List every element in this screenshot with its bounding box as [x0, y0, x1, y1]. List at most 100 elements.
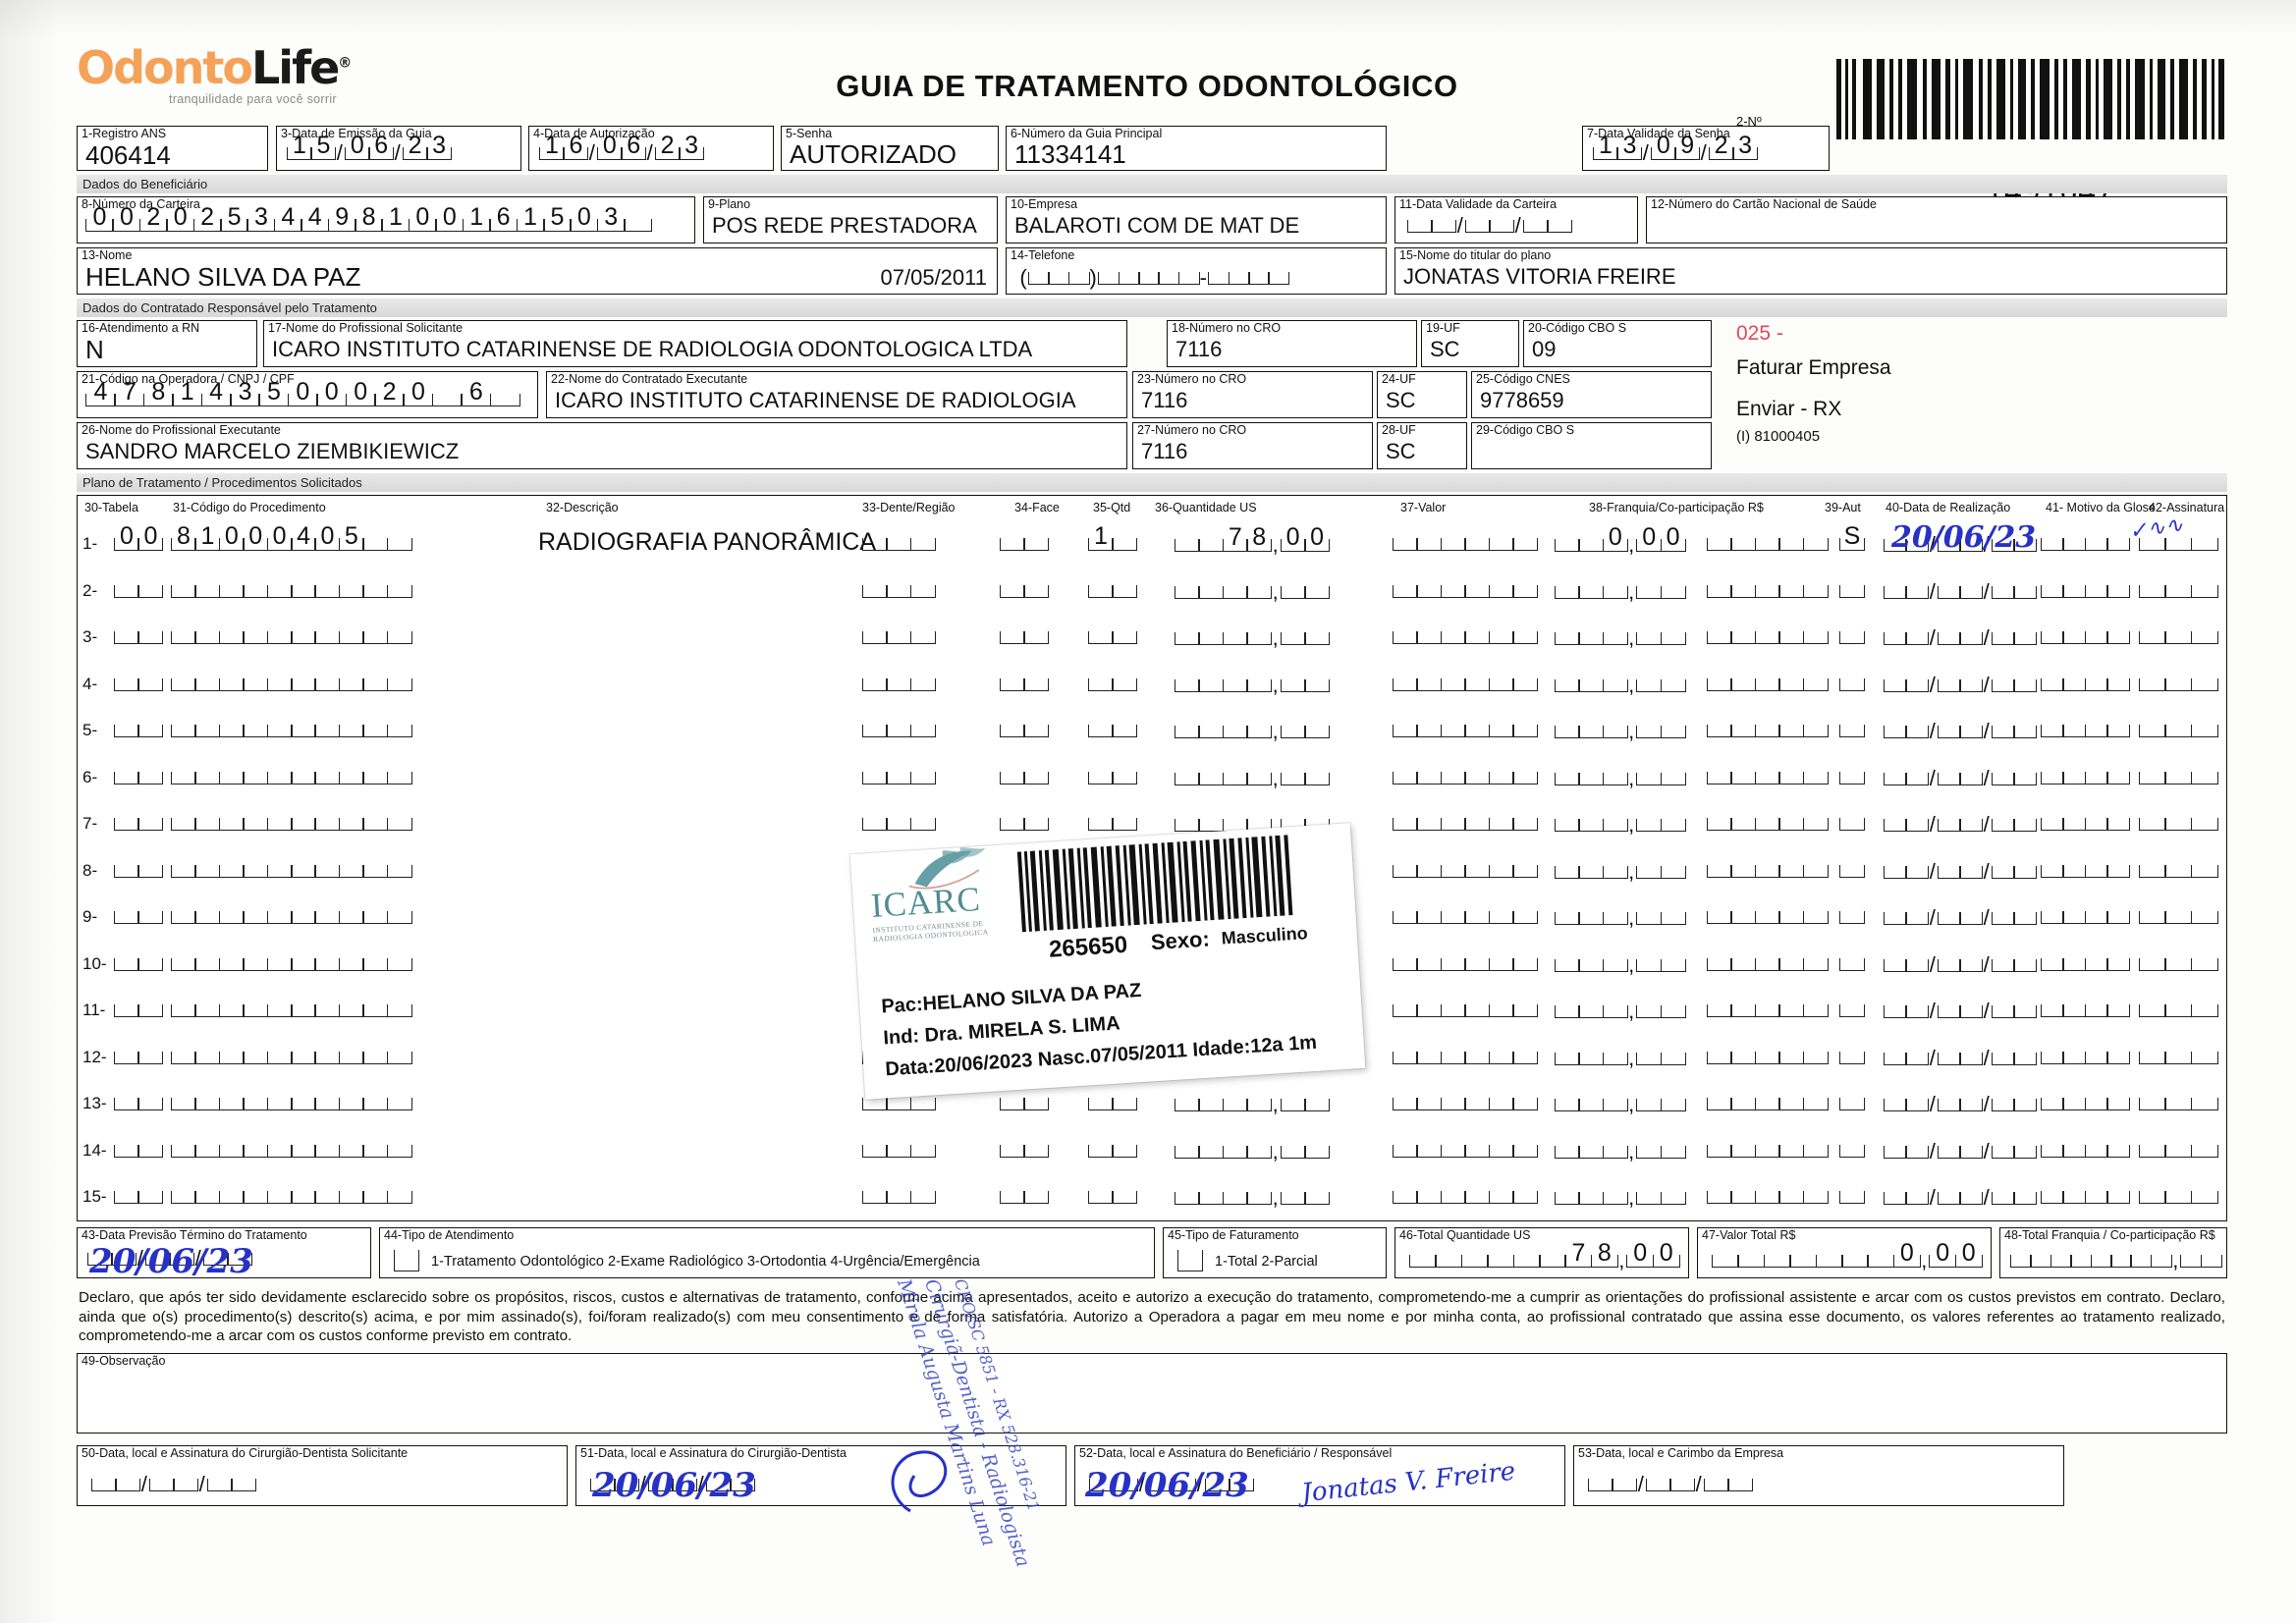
field-cbo-solicitante[interactable]: 20-Código CBO S 09 [1523, 320, 1712, 367]
field-cro-profissional-label: 27-Número no CRO [1137, 423, 1247, 437]
field-codigo-cnes[interactable]: 25-Código CNES 9778659 [1471, 371, 1712, 418]
procedure-assinatura [2139, 1144, 2218, 1158]
procedure-row[interactable]: 3-,, / / [77, 612, 2227, 659]
field-atendimento-rn-value: N [85, 335, 104, 364]
field-numero-guia-principal-label: 6-Número da Guia Principal [1011, 127, 1163, 140]
procedure-row[interactable]: 2-,, / / [77, 566, 2227, 613]
col-header-motivo-glosa: 41- Motivo da Glose [2046, 501, 2156, 514]
procedure-descricao: RADIOGRAFIA PANORÂMICA [538, 528, 877, 556]
field-cro-profissional[interactable]: 27-Número no CRO 7116 [1132, 422, 1373, 469]
procedure-tabela [114, 957, 164, 971]
procedure-spacer [1707, 1051, 1829, 1064]
field-validade-carteira[interactable]: 11-Data Validade da Carteira / / [1394, 196, 1638, 243]
field-registro-ans[interactable]: 1-Registro ANS 406414 [77, 126, 268, 171]
field-telefone[interactable]: 14-Telefone ( ) - [1006, 247, 1387, 295]
procedure-row[interactable]: 15-,, / / [77, 1171, 2227, 1218]
field-uf-solicitante[interactable]: 19-UF SC [1421, 320, 1519, 367]
field-total-franquia[interactable]: 48-Total Franquia / Co-participação R$ , [1999, 1227, 2227, 1278]
procedure-aut [1839, 584, 1865, 598]
procedure-valor [1393, 771, 1539, 784]
procedure-row[interactable]: 14-,, / / [77, 1125, 2227, 1172]
field-cartao-nacional-saude[interactable]: 12-Número do Cartão Nacional de Saúde [1646, 196, 2227, 243]
field-titular-plano[interactable]: 15-Nome do titular do plano JONATAS VITO… [1394, 247, 2227, 295]
procedure-assinatura [2139, 538, 2218, 551]
procedure-motivo-glosa [2041, 538, 2131, 551]
field-data-autorizacao[interactable]: 4-Data de Autorização 1 6/0 6/2 3 [528, 126, 774, 171]
procedure-row-number: 10- [82, 953, 107, 973]
field-observacao[interactable]: 49-Observação [77, 1353, 2227, 1434]
procedure-tabela [114, 818, 164, 831]
field-cro-executante[interactable]: 23-Número no CRO 7116 [1132, 371, 1373, 418]
field-assinatura-dentista[interactable]: 51-Data, local e Assinatura do Cirurgião… [575, 1445, 1066, 1513]
field-carimbo-empresa[interactable]: 53-Data, local e Carimbo da Empresa / / [1573, 1445, 2064, 1506]
procedure-motivo-glosa [2041, 911, 2131, 924]
procedure-row[interactable]: 6-,, / / [77, 752, 2227, 799]
logo-life-text: Life [250, 41, 340, 94]
field-atendimento-rn[interactable]: 16-Atendimento a RN N [77, 320, 257, 367]
procedure-assinatura [2139, 911, 2218, 924]
field-contratado-executante[interactable]: 22-Nome do Contratado Executante ICARO I… [546, 371, 1127, 418]
field-senha[interactable]: 5-Senha AUTORIZADO [781, 126, 999, 171]
procedure-valor [1393, 725, 1539, 737]
procedure-spacer [1707, 911, 1829, 924]
field-tipo-faturamento[interactable]: 45-Tipo de Faturamento 1-Total 2-Parcial [1163, 1227, 1387, 1278]
field-cro-solicitante[interactable]: 18-Número no CRO 7116 [1167, 320, 1417, 367]
procedure-valor [1393, 538, 1539, 551]
field-cbo-profissional[interactable]: 29-Código CBO S [1471, 422, 1712, 469]
col-header-aut: 39-Aut [1825, 501, 1861, 514]
field-nome-beneficiario[interactable]: 13-Nome HELANO SILVA DA PAZ 07/05/2011 [77, 247, 998, 295]
procedure-row[interactable]: 7-,, / / [77, 798, 2227, 845]
procedure-valor [1393, 1191, 1539, 1204]
field-tipo-atendimento[interactable]: 44-Tipo de Atendimento 1-Tratamento Odon… [379, 1227, 1155, 1278]
procedure-aut [1839, 1051, 1865, 1064]
procedure-row-number: 15- [82, 1187, 107, 1206]
field-uf-executante[interactable]: 24-UF SC [1377, 371, 1467, 418]
field-assinatura-beneficiario[interactable]: 52-Data, local e Assinatura do Beneficiá… [1074, 1445, 1565, 1508]
procedure-row[interactable]: 1- 0 0 8 1 0 0 0 4 0 5 RADIOGRAFIA PANORÂMICA 1 7 8, 0 0… [77, 513, 2227, 566]
procedure-row[interactable]: 5-,, / / [77, 705, 2227, 752]
field-carimbo-empresa-date: / / [1588, 1474, 1754, 1495]
field-data-emissao-value: 1 5/0 6/2 3 [287, 134, 453, 164]
sticker-sexo-label: Sexo: [1150, 926, 1211, 955]
field-assinatura-solicitante[interactable]: 50-Data, local e Assinatura do Cirurgião… [77, 1445, 568, 1506]
field-profissional-executante[interactable]: 26-Nome do Profissional Executante SANDR… [77, 422, 1127, 469]
procedure-qtd: 1 [1088, 524, 1138, 551]
procedure-dente [862, 1098, 936, 1110]
field-numero-guia-principal[interactable]: 6-Número da Guia Principal 11334141 [1006, 126, 1387, 171]
field-plano[interactable]: 9-Plano POS REDE PRESTADORA [703, 196, 998, 243]
field-empresa[interactable]: 10-Empresa BALAROTI COM DE MAT DE [1006, 196, 1387, 243]
procedure-row[interactable]: 13-,, / / [77, 1078, 2227, 1125]
field-uf-profissional[interactable]: 28-UF SC [1377, 422, 1467, 469]
field-data-validade-senha[interactable]: 7-Data Validade da Senha 1 3/0 9/2 3 [1582, 126, 1830, 171]
col-header-tabela: 30-Tabela [84, 501, 138, 514]
procedure-qtd [1088, 584, 1138, 598]
field-data-emissao[interactable]: 3-Data de Emissão da Guia 1 5/0 6/2 3 [276, 126, 521, 171]
field-data-previsao-termino[interactable]: 43-Data Previsão Término do Tratamento /… [77, 1227, 371, 1281]
procedure-spacer [1707, 864, 1829, 878]
field-uf-profissional-value: SC [1386, 439, 1416, 463]
procedure-franquia: , [1555, 814, 1686, 836]
procedure-motivo-glosa [2041, 1144, 2131, 1158]
field-numero-guia-principal-value: 11334141 [1014, 139, 1126, 169]
field-tipo-faturamento-checkbox[interactable] [1177, 1250, 1203, 1271]
procedure-row[interactable]: 4-,, / / [77, 659, 2227, 706]
field-profissional-executante-value: SANDRO MARCELO ZIEMBIKIEWICZ [85, 439, 460, 463]
field-cbo-solicitante-label: 20-Código CBO S [1528, 321, 1627, 335]
field-tipo-atendimento-checkbox[interactable] [394, 1250, 419, 1271]
field-numero-carteira-label: 8-Número da Carteira [82, 197, 200, 211]
field-telefone-value: ( ) - [1018, 267, 1290, 289]
field-senha-label: 5-Senha [786, 127, 833, 140]
procedure-aut [1839, 818, 1865, 831]
procedure-row-number: 12- [82, 1047, 107, 1066]
field-profissional-solicitante[interactable]: 17-Nome do Profissional Solicitante ICAR… [263, 320, 1127, 367]
procedure-aut [1839, 911, 1865, 924]
col-header-face: 34-Face [1014, 501, 1060, 514]
